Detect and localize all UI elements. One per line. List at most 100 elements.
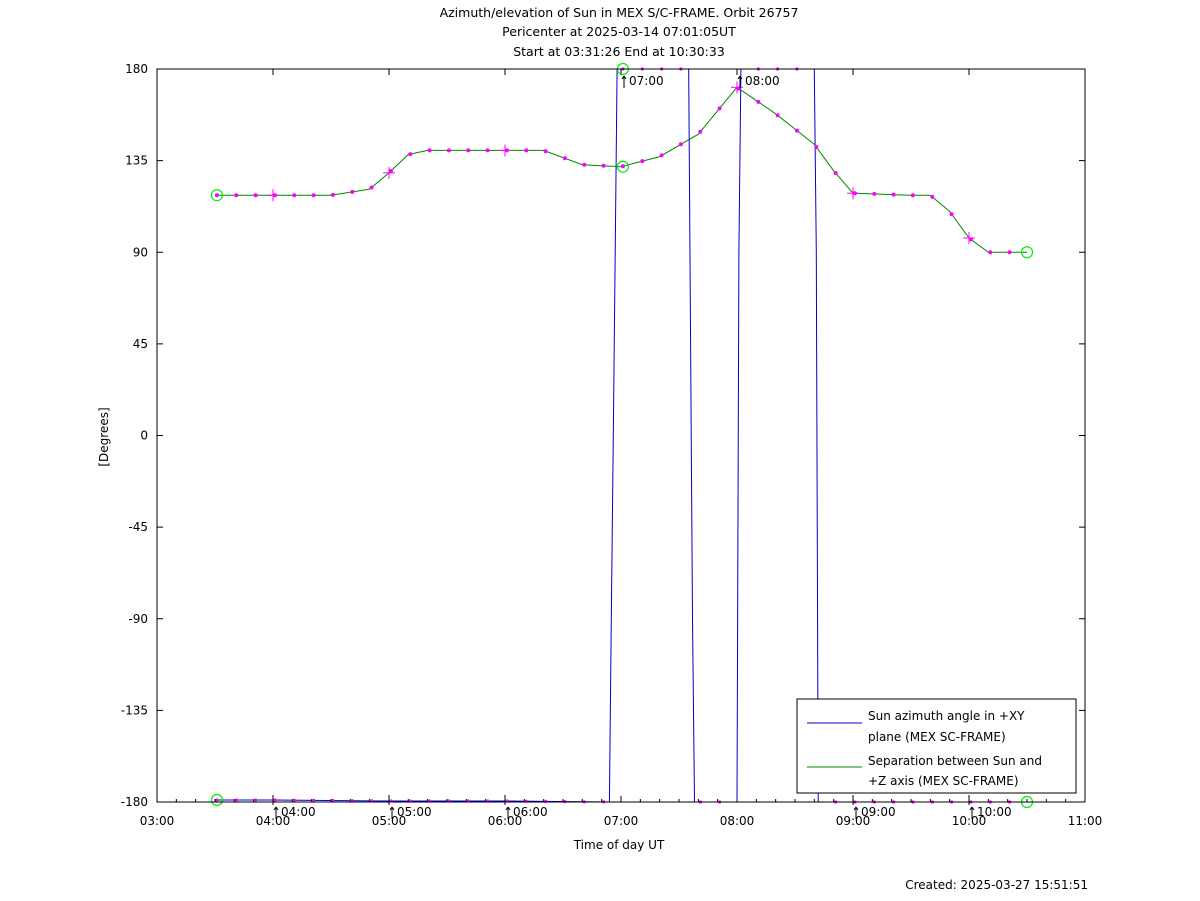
created-timestamp: Created: 2025-03-27 15:51:51: [905, 878, 1088, 892]
separation-marker: [949, 212, 954, 217]
y-tick-label: 0: [140, 429, 148, 443]
separation-marker: [543, 149, 548, 154]
x-tick-label: 06:00: [488, 814, 523, 828]
separation-marker: [872, 191, 877, 196]
separation-marker: [620, 164, 625, 169]
separation-marker: [350, 189, 355, 194]
separation-marker: [717, 106, 722, 111]
y-tick-label: -45: [128, 520, 148, 534]
separation-marker: [698, 129, 703, 134]
y-axis-label: [Degrees]: [97, 407, 111, 466]
x-tick-label: 09:00: [836, 814, 871, 828]
endpoint-marker: [1020, 246, 1034, 259]
separation-marker: [833, 171, 838, 175]
separation-marker: [930, 194, 935, 199]
separation-marker: [311, 193, 316, 198]
y-tick-label: 90: [133, 245, 148, 259]
x-tick-label: 03:00: [140, 814, 175, 828]
hour-marker-label: 09:00: [861, 805, 896, 819]
plot-frame: [156, 68, 1086, 803]
separation-marker: [388, 169, 393, 173]
separation-marker: [292, 193, 297, 198]
separation-marker: [369, 185, 374, 190]
separation-marker: [1007, 250, 1012, 255]
separation-marker: [891, 192, 896, 197]
hour-arrow: [855, 806, 859, 811]
series-line-azimuth: [216, 68, 1027, 803]
separation-marker: [659, 153, 664, 158]
separation-marker: [446, 148, 451, 153]
hour-marker-label: 10:00: [977, 805, 1012, 819]
hour-arrow: [623, 75, 627, 80]
separation-marker: [234, 193, 239, 198]
y-tick-label: 135: [125, 154, 148, 168]
separation-marker: [562, 156, 567, 161]
hour-marker-label: 04:00: [281, 805, 316, 819]
y-tick-label: -135: [121, 703, 148, 717]
endpoint-marker: [210, 793, 224, 807]
legend-label-separation-line-2: +Z axis (MEX SC-FRAME): [868, 774, 1019, 788]
separation-marker: [466, 148, 471, 153]
y-tick-label: -180: [121, 795, 148, 809]
x-tick-label: 04:00: [256, 814, 291, 828]
separation-marker: [253, 193, 258, 198]
hour-arrow: [273, 806, 277, 811]
x-tick-label: 11:00: [1068, 814, 1103, 828]
separation-marker: [910, 193, 915, 198]
hour-marker-label: 08:00: [745, 74, 780, 88]
series-layer: [216, 68, 1027, 803]
separation-marker: [814, 145, 819, 149]
azimuth-marker: [234, 798, 238, 802]
chart-title-line-2: Pericenter at 2025-03-14 07:01:05UT: [502, 24, 736, 39]
separation-marker: [427, 148, 432, 153]
hour-arrow: [391, 806, 395, 811]
separation-marker: [582, 162, 587, 167]
separation-marker: [214, 193, 219, 198]
separation-marker: [330, 192, 335, 197]
x-axis-label: Time of day UT: [573, 838, 665, 852]
azimuth-marker: [331, 798, 335, 803]
marker-layer: [210, 62, 1034, 809]
separation-marker: [678, 142, 683, 147]
separation-marker: [775, 113, 780, 118]
legend-label-azimuth-line-1: Sun azimuth angle in +XY: [868, 709, 1025, 723]
separation-marker: [794, 128, 799, 133]
azimuth-marker: [312, 798, 316, 802]
hour-arrow: [853, 806, 857, 811]
hour-marker-label: 07:00: [629, 74, 664, 88]
separation-marker: [640, 159, 645, 164]
x-tick-label: 08:00: [720, 814, 755, 828]
azimuth-marker: [544, 799, 548, 804]
hour-arrow: [389, 806, 393, 811]
legend: Sun azimuth angle in +XY plane (MEX SC-F…: [796, 698, 1077, 794]
separation-marker: [988, 250, 993, 255]
x-tick-label: 10:00: [952, 814, 987, 828]
x-tick-label: 07:00: [604, 814, 639, 828]
y-tick-label: 45: [133, 337, 148, 351]
separation-marker: [408, 152, 413, 157]
endpoint-marker: [616, 160, 630, 173]
legend-box: [796, 698, 1077, 794]
hour-arrow: [969, 806, 973, 811]
legend-label-azimuth-line-2: plane (MEX SC-FRAME): [868, 730, 1006, 744]
azimuth-marker: [273, 798, 277, 802]
hour-arrow: [505, 806, 509, 811]
separation-marker: [756, 99, 761, 104]
separation-marker: [601, 163, 606, 168]
azimuth-marker: [215, 798, 219, 802]
hour-arrow: [621, 75, 625, 80]
separation-marker: [485, 148, 490, 153]
hour-marker-labels: 04:00 05:00 06:00 07:00 08:00 09:00 10:00: [273, 74, 1012, 819]
hour-arrow: [971, 806, 975, 811]
hour-arrow: [739, 75, 743, 80]
hour-arrow: [275, 806, 279, 811]
separation-marker: [524, 148, 529, 153]
y-axis: 180 135 90 45 0 -45 -90 -135 -180: [121, 62, 1085, 809]
x-tick-label: 05:00: [372, 814, 407, 828]
hour-marker-label: 05:00: [397, 805, 432, 819]
chart-title-line-3: Start at 03:31:26 End at 10:30:33: [513, 44, 725, 59]
legend-label-separation-line-1: Separation between Sun and: [868, 754, 1042, 768]
hour-arrow: [507, 806, 511, 811]
endpoint-marker: [210, 189, 224, 202]
